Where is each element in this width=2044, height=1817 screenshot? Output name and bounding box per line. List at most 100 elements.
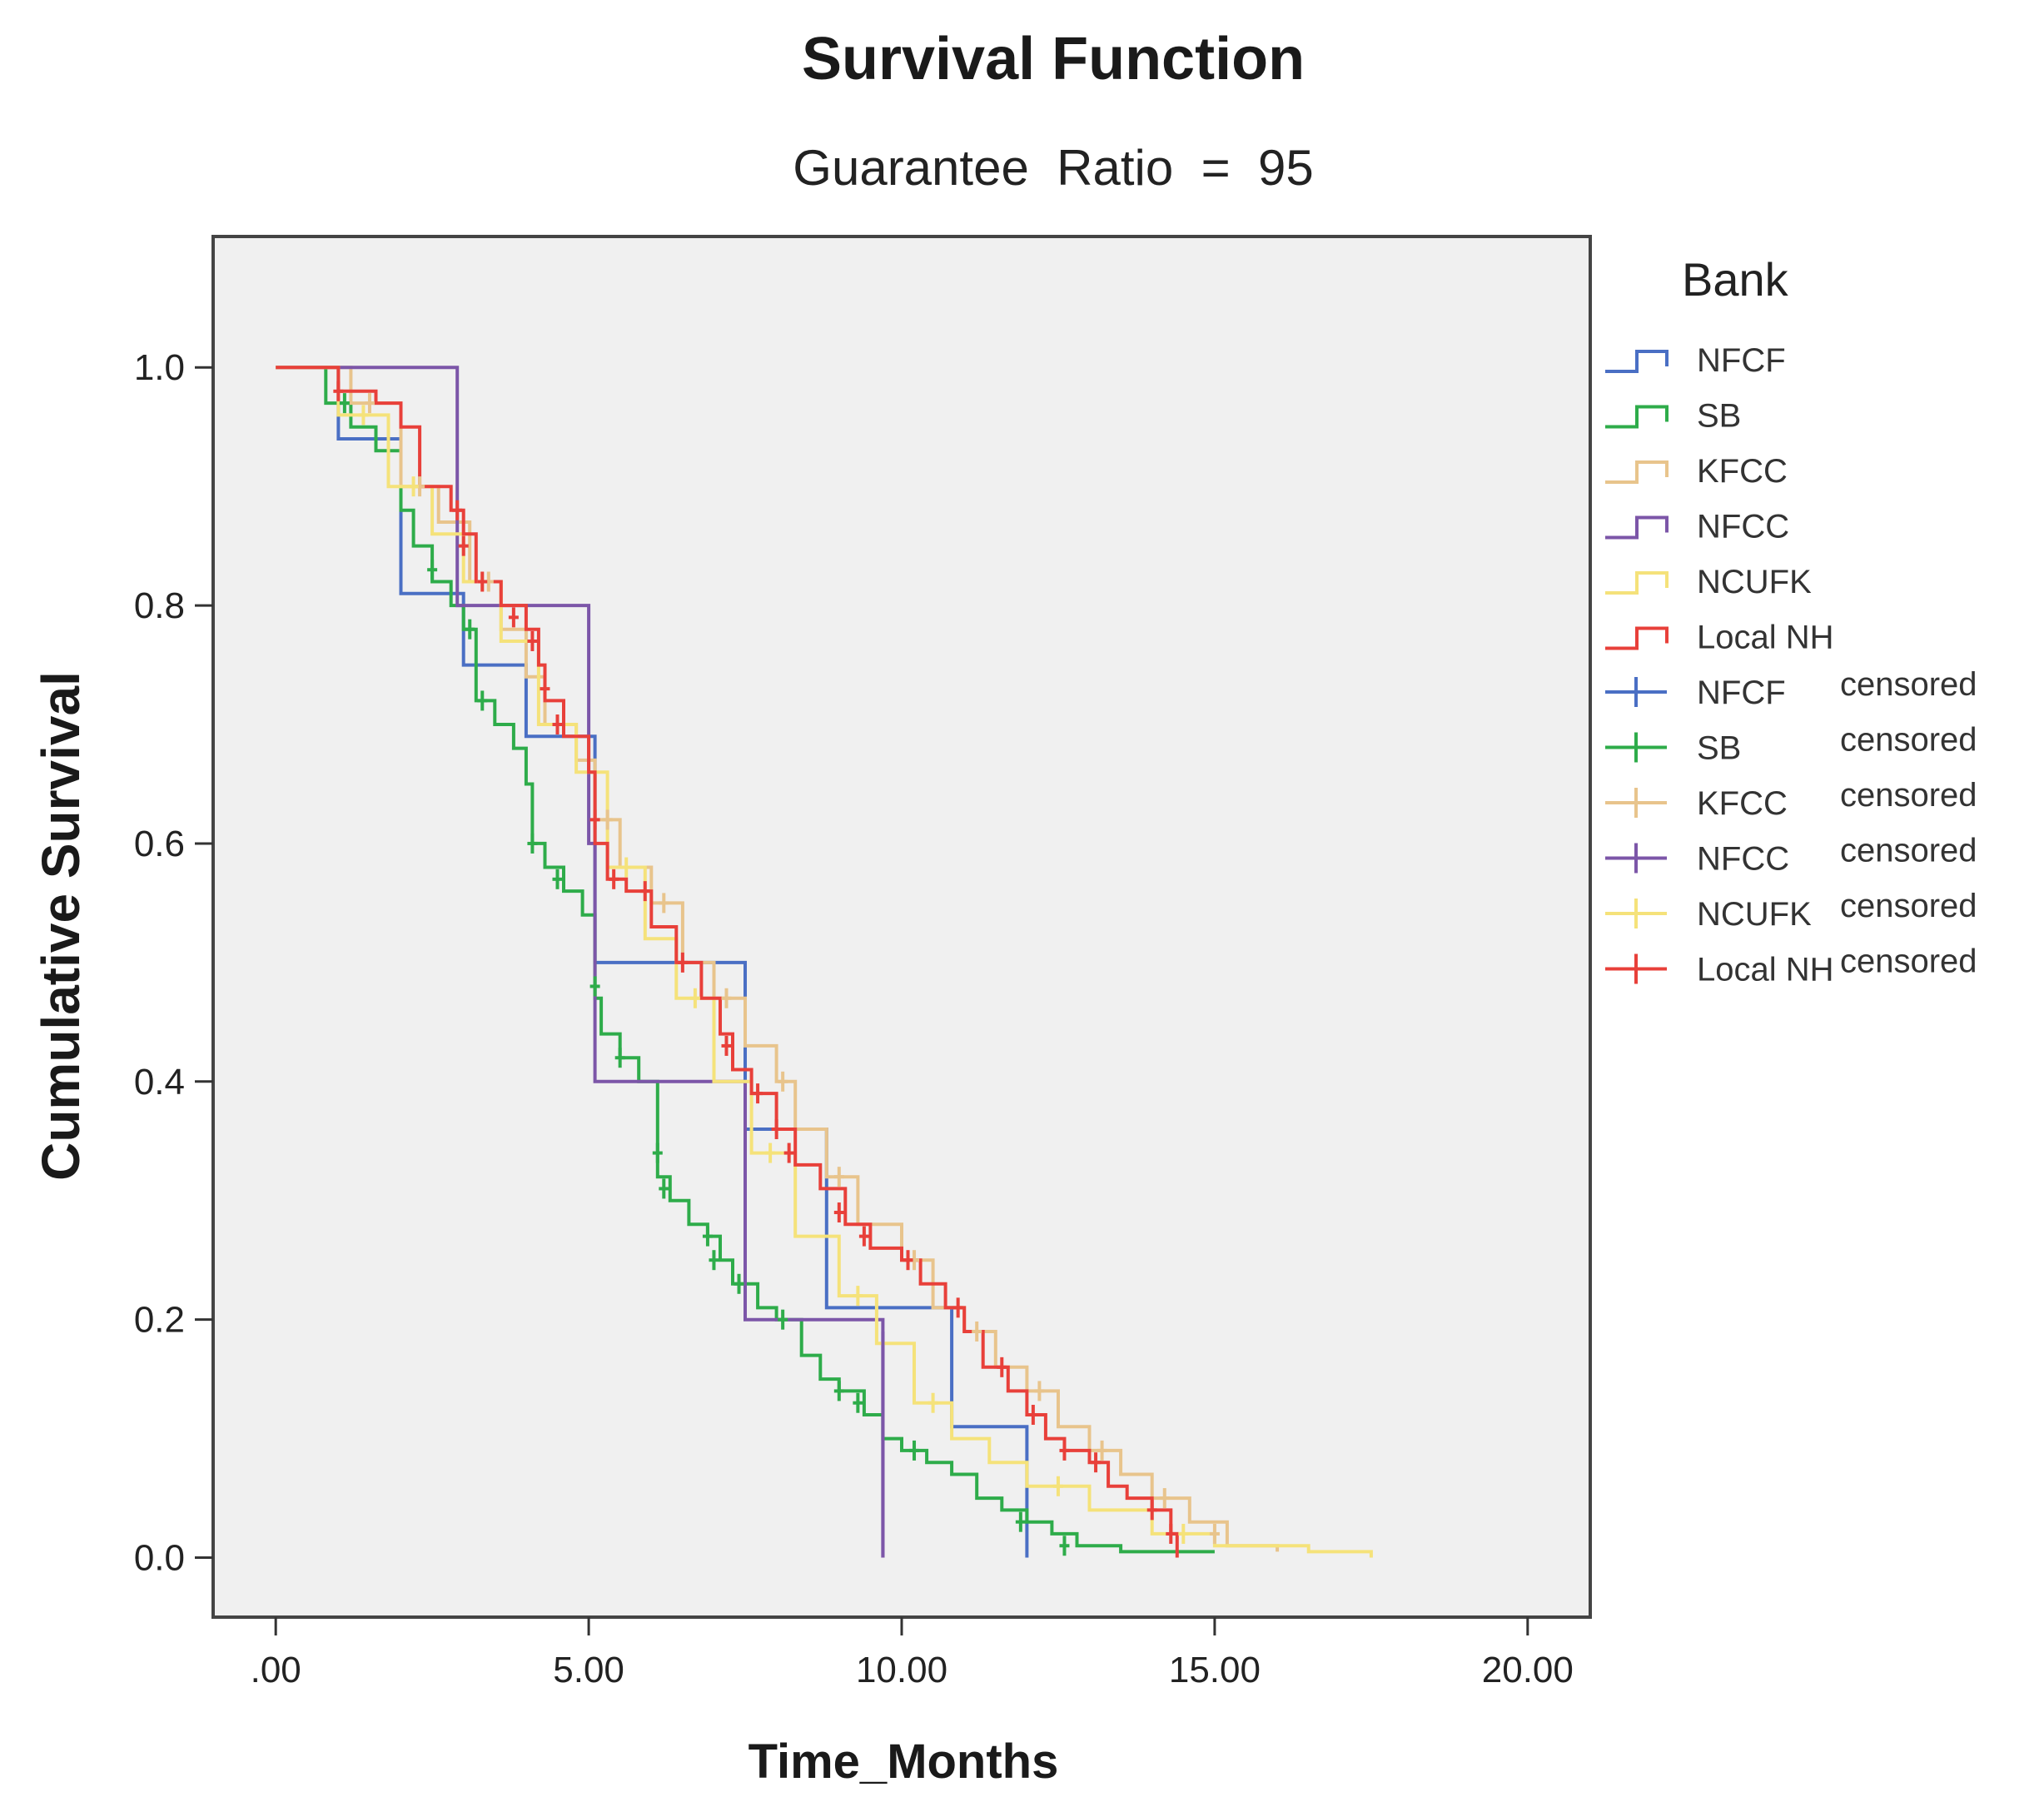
censor-mark-sb <box>778 1309 788 1330</box>
y-axis: 0.0 0.2 0.4 0.6 0.8 1.0 <box>134 347 213 1579</box>
censor-mark-kfcc <box>778 1071 788 1092</box>
censor-mark-local-nh <box>1027 1405 1038 1426</box>
censor-mark-kfcc <box>1159 1488 1170 1509</box>
censor-mark-sb <box>339 393 350 414</box>
legend-swatch <box>1605 788 1667 818</box>
x-axis-label: Time_Months <box>748 1735 1059 1789</box>
legend-suffix: censored <box>1840 666 1977 703</box>
x-tick-label: 5.00 <box>553 1650 624 1690</box>
censor-mark-kfcc <box>833 1167 844 1187</box>
legend-swatch <box>1605 571 1669 595</box>
censor-mark-local-nh <box>833 1202 844 1223</box>
legend-suffix: censored <box>1840 888 1977 924</box>
censor-mark-sb <box>833 1381 844 1401</box>
censor-mark-ncufk <box>853 1286 863 1307</box>
censor-mark-sb <box>652 1142 663 1163</box>
legend-title: Bank <box>1682 253 1789 306</box>
legend-swatch <box>1605 677 1667 707</box>
legend-swatch <box>1605 460 1669 484</box>
legend-swatch <box>1605 515 1669 540</box>
x-tick-label: .00 <box>251 1650 301 1690</box>
legend-label: Local NH <box>1697 952 1834 988</box>
censor-mark-ncufk <box>408 476 419 497</box>
legend-item-kfcc: KFCC <box>1605 453 1788 490</box>
censor-mark-ncufk <box>765 1142 776 1163</box>
series-layer <box>276 366 1373 1558</box>
censor-mark-sb <box>427 560 438 580</box>
censor-mark-kfcc <box>659 893 669 913</box>
legend-swatch <box>1605 405 1669 429</box>
censor-mark-sb <box>527 833 538 854</box>
censor-mark-kfcc <box>1097 1440 1107 1461</box>
y-tick-label: 0.0 <box>134 1538 185 1579</box>
x-tick-label: 10.00 <box>856 1650 947 1690</box>
legend-label: Local NH <box>1697 620 1834 656</box>
censor-mark-local-nh <box>677 952 688 973</box>
censor-mark-local-nh <box>997 1357 1007 1377</box>
censor-mark-sb <box>909 1440 920 1461</box>
censor-mark-local-nh <box>527 630 538 651</box>
censor-mark-kfcc <box>602 809 613 830</box>
y-axis-label: Cumulative Survival <box>31 671 91 1181</box>
censor-mark-local-nh <box>540 679 550 699</box>
legend-label: NFCF <box>1697 675 1786 711</box>
censor-mark-ncufk <box>358 405 369 426</box>
censor-mark-sb <box>477 690 488 711</box>
legend-item-local-nh-censored: Local NH censored <box>1605 943 1977 988</box>
censor-mark-kfcc <box>721 988 732 1008</box>
censor-mark-sb <box>734 1273 744 1294</box>
censor-mark-local-nh <box>452 500 463 520</box>
censor-mark-ncufk <box>928 1392 938 1413</box>
legend-item-nfcf: NFCF <box>1605 342 1786 379</box>
censor-mark-sb <box>1059 1536 1070 1556</box>
legend-swatch <box>1605 732 1667 763</box>
censor-mark-kfcc <box>972 1321 982 1342</box>
censor-mark-local-nh <box>783 1142 794 1163</box>
censor-mark-sb <box>465 619 475 640</box>
censor-mark-sb <box>1015 1511 1026 1532</box>
legend-swatch <box>1605 626 1669 650</box>
y-tick-label: 0.2 <box>134 1300 185 1341</box>
censor-mark-local-nh <box>721 1035 732 1056</box>
censor-mark-local-nh <box>858 1226 869 1247</box>
legend-label: NFCC <box>1697 841 1789 878</box>
censor-mark-sb <box>853 1392 863 1413</box>
chart-title: Survival Function <box>802 26 1305 92</box>
legend-item-nfcf-censored: NFCF censored <box>1605 666 1977 711</box>
censor-mark-local-nh <box>552 714 563 735</box>
legend-label: NFCF <box>1697 342 1786 379</box>
censor-mark-sb <box>709 1250 719 1271</box>
x-axis: .00 5.00 10.00 15.00 20.00 <box>251 1617 1574 1690</box>
y-tick-label: 0.4 <box>134 1062 185 1103</box>
legend-label: NFCC <box>1697 509 1789 545</box>
y-tick-label: 0.8 <box>134 585 185 626</box>
censor-mark-local-nh <box>753 1083 763 1104</box>
censor-mark-local-nh <box>952 1297 963 1318</box>
censor-mark-sb <box>614 1048 625 1068</box>
censor-mark-local-nh <box>903 1250 913 1271</box>
censor-mark-local-nh <box>458 535 469 556</box>
series-line-local-nh <box>276 366 1179 1558</box>
legend-item-nfcc-censored: NFCC censored <box>1605 833 1977 878</box>
chart-subtitle: Guarantee Ratio = 95 <box>793 140 1313 196</box>
series-line-sb <box>276 366 1215 1554</box>
censor-mark-local-nh <box>639 881 650 902</box>
legend-label: NCUFK <box>1697 896 1812 933</box>
x-tick-label: 20.00 <box>1482 1650 1574 1690</box>
legend-item-sb: SB <box>1605 398 1741 435</box>
censor-mark-local-nh <box>1091 1452 1102 1473</box>
censor-mark-sb <box>702 1226 713 1247</box>
legend-item-ncufk-censored: NCUFK censored <box>1605 888 1977 933</box>
censor-mark-kfcc <box>364 393 375 414</box>
legend-label: KFCC <box>1697 453 1788 490</box>
censor-mark-sb <box>659 1178 669 1199</box>
censor-mark-kfcc <box>1209 1523 1220 1544</box>
legend: Bank NFCF SB KFCC NFCC NCUFK Local NH NFCF cens… <box>1605 253 1977 988</box>
legend-label: SB <box>1697 398 1741 435</box>
legend-label: NCUFK <box>1697 564 1812 600</box>
legend-item-kfcc-censored: KFCC censored <box>1605 777 1977 822</box>
censor-mark-ncufk <box>621 857 632 878</box>
censor-mark-local-nh <box>508 607 519 628</box>
censor-layer <box>333 381 1220 1558</box>
